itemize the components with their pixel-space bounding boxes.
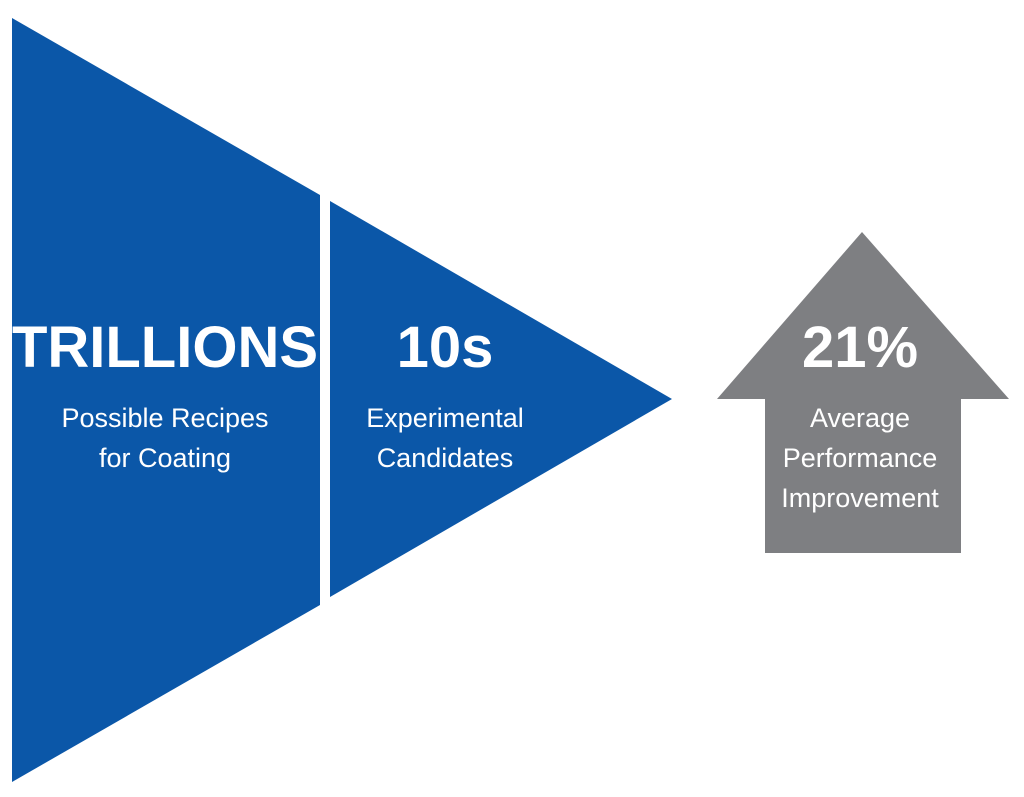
stage-1-description: Possible Recipes for Coating [20,398,310,478]
funnel-stage-1-shape [12,18,320,782]
stage-1-description-line: for Coating [98,443,232,473]
result-description: Average Performance Improvement [760,398,960,518]
result-description-line: Improvement [781,483,939,513]
result-description-line: Performance [782,443,938,473]
stage-1-value: TRILLIONS [11,315,319,380]
result-value: 21% [801,315,919,380]
result-description-line: Average [809,403,911,433]
stage-1-description-line: Possible Recipes [61,403,269,433]
funnel-stage-2-shape [330,201,672,597]
stage-2-value: 10s [396,315,494,380]
stage-2-description-line: Experimental [366,403,524,433]
up-arrow-shape [717,232,1009,553]
stage-2-description-line: Candidates [376,443,514,473]
stage-2-description: Experimental Candidates [330,398,560,478]
